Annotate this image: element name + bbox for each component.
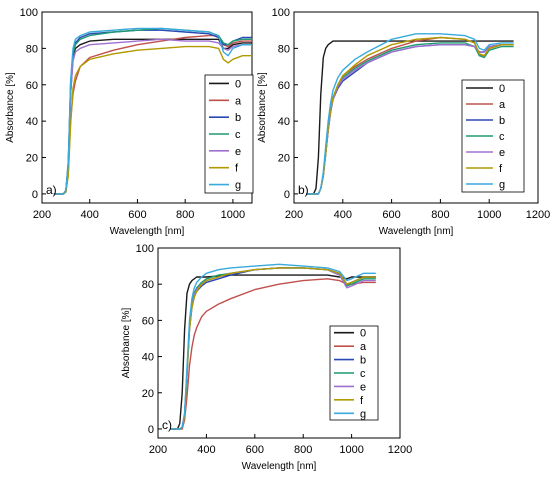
- y-tick-label: 60: [278, 80, 290, 92]
- legend-label-a: a: [360, 341, 367, 353]
- legend-label-c: c: [499, 131, 505, 143]
- y-axis-title: Absorbance [%]: [5, 72, 16, 143]
- chart-panel-1: 200 400 600 800 1000 0 20 40 60 80 100 Wavelength […: [5, 7, 254, 237]
- y-tick-label: 40: [142, 352, 154, 364]
- legend-label-f: f: [235, 163, 239, 175]
- y-tick-label: 60: [26, 80, 38, 92]
- legend-label-c: c: [235, 129, 241, 141]
- y-tick-label: 20: [278, 153, 290, 165]
- x-tick-label: 800: [294, 444, 312, 456]
- panel-label: c): [162, 418, 172, 432]
- y-tick-label: 100: [136, 243, 154, 255]
- legend-label-f: f: [360, 395, 364, 407]
- series-line-g: [53, 27, 252, 195]
- legend-label-b: b: [235, 112, 241, 124]
- y-axis-title: Absorbance [%]: [257, 72, 268, 143]
- legend-label-e: e: [360, 381, 366, 393]
- y-axis-title: Absorbance [%]: [121, 307, 132, 378]
- y-tick-label: 20: [26, 153, 38, 165]
- legend-label-c: c: [360, 368, 366, 380]
- y-tick-label: 40: [278, 116, 290, 128]
- chart-panel-2: 200 400 600 800 1000 1200 0 20 40 60 80 100 Waveleng…: [257, 7, 550, 237]
- legend-label-0: 0: [360, 328, 366, 340]
- legend-label-0: 0: [499, 83, 505, 95]
- plot-frame: [293, 11, 539, 204]
- x-tick-label: 1000: [477, 209, 501, 221]
- legend-label-b: b: [360, 355, 366, 367]
- x-tick-label: 600: [382, 209, 400, 221]
- x-axis-title: Wavelength [nm]: [379, 226, 454, 237]
- panel-label: a): [46, 183, 57, 197]
- series-line-f: [53, 45, 252, 195]
- x-axis-title: Wavelength [nm]: [110, 226, 185, 237]
- y-tick-label: 0: [148, 424, 154, 436]
- y-tick-label: 80: [278, 43, 290, 55]
- y-tick-label: 60: [142, 315, 154, 327]
- series-group: [306, 33, 514, 195]
- x-tick-label: 1200: [388, 444, 412, 456]
- legend-label-g: g: [360, 408, 366, 420]
- legend-label-e: e: [235, 146, 241, 158]
- legend-label-0: 0: [235, 78, 241, 90]
- panel-label: b): [298, 183, 309, 197]
- x-tick-label: 600: [128, 209, 146, 221]
- legend-label-g: g: [235, 180, 241, 192]
- x-tick-label: 400: [81, 209, 99, 221]
- x-tick-label: 1000: [339, 444, 363, 456]
- y-tick-label: 100: [20, 7, 38, 19]
- legend-label-g: g: [499, 179, 505, 191]
- legend-label-a: a: [499, 99, 506, 111]
- y-tick-label: 80: [26, 43, 38, 55]
- x-tick-label: 200: [149, 444, 167, 456]
- y-tick-label: 40: [26, 116, 38, 128]
- plot-frame: [157, 247, 401, 439]
- series-line-0: [306, 40, 514, 195]
- x-axis-title: Wavelength [nm]: [242, 461, 317, 472]
- y-tick-label: 0: [284, 189, 290, 201]
- x-tick-label: 200: [33, 209, 51, 221]
- series-line-g: [306, 33, 514, 195]
- x-tick-label: 800: [176, 209, 194, 221]
- chart-panel-3: 200 400 600 800 1000 1200 0 20 40 60 80 100 Waveleng…: [121, 243, 412, 472]
- y-tick-label: 20: [142, 388, 154, 400]
- y-tick-label: 80: [142, 279, 154, 291]
- x-tick-label: 400: [197, 444, 215, 456]
- series-group: [170, 263, 376, 430]
- legend-label-a: a: [235, 95, 242, 107]
- x-tick-label: 1200: [526, 209, 550, 221]
- series-group: [53, 27, 252, 195]
- x-tick-label: 800: [431, 209, 449, 221]
- legend-label-f: f: [499, 163, 503, 175]
- x-tick-label: 600: [246, 444, 264, 456]
- legend-label-e: e: [499, 147, 505, 159]
- x-tick-label: 400: [334, 209, 352, 221]
- legend-label-b: b: [499, 115, 505, 127]
- x-tick-label: 1000: [221, 209, 245, 221]
- x-tick-label: 200: [285, 209, 303, 221]
- y-tick-label: 0: [32, 189, 38, 201]
- series-line-g: [170, 263, 376, 430]
- y-tick-label: 100: [272, 7, 290, 19]
